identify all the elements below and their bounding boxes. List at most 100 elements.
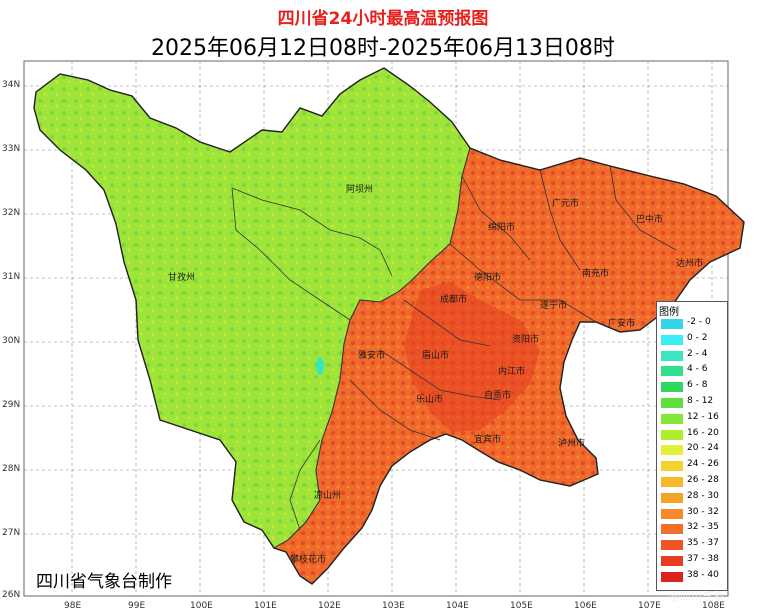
prefecture-boundaries [231,165,677,531]
lat-label: 30N [2,336,21,346]
legend-label: -2 - 0 [687,317,711,327]
city-label-leshan: 乐山市 [416,395,444,405]
city-label-ziyang: 资阳市 [512,335,540,345]
lake-cool-spot [316,357,324,375]
city-label-mianyang: 绵阳市 [488,223,516,233]
city-label-panzhihua: 攀枝花市 [290,555,327,565]
city-label-suining: 遂宁市 [540,301,568,311]
legend-swatch [661,413,683,424]
city-label-nanchong: 南充市 [582,269,610,279]
lon-label: 108E [702,601,725,611]
watermark: @四川气象 [669,590,724,603]
legend-label: 20 - 24 [687,443,719,454]
city-label-neijiang: 内江市 [498,367,526,377]
legend-label: 12 - 16 [687,411,719,422]
lon-label: 106E [574,601,597,611]
legend-label: 16 - 20 [687,427,719,438]
legend-swatch [661,334,683,345]
lat-label: 33N [2,144,21,154]
legend-swatch [661,477,683,487]
city-label-yibin: 宜宾市 [474,435,502,445]
legend-swatch [661,540,683,551]
legend-label: 37 - 38 [687,554,719,564]
legend-item: 12 - 16 [659,412,725,426]
city-label-meishan: 眉山市 [422,351,450,361]
legend-item: 32 - 35 [659,522,725,536]
city-label-deyang: 德阳市 [474,273,502,283]
legend-swatch [661,366,683,377]
lon-label: 105E [510,601,533,611]
lon-label: 104E [446,601,469,611]
city-label-dazhou: 达州市 [676,259,704,269]
lon-label: 102E [318,601,341,611]
legend-swatch [661,445,683,456]
legend-item: 4 - 6 [659,364,725,378]
lat-label: 32N [2,208,21,218]
legend-label: 30 - 32 [687,506,719,517]
city-label-guangan: 广安市 [608,319,636,329]
legend-label: 26 - 28 [687,475,719,485]
legend-swatch [661,492,683,503]
city-label-bazhong: 巴中市 [636,215,664,225]
legend-item: 20 - 24 [659,443,725,457]
legend-swatch [661,350,683,361]
legend-item: 16 - 20 [659,428,725,442]
lat-label: 26N [2,590,21,600]
legend-label: 8 - 12 [687,396,714,406]
legend-swatch [661,571,683,582]
lon-label: 101E [254,601,277,611]
legend-title: 图例 [659,307,679,318]
legend-item: 0 - 2 [659,333,725,347]
legend-item: 6 - 8 [659,380,725,394]
lat-label: 31N [2,272,21,282]
basin-hot-core [404,282,540,432]
legend-swatch [661,556,683,566]
legend-item: 2 - 4 [659,349,725,363]
lon-label: 100E [190,601,213,611]
legend-item: 30 - 32 [659,507,725,521]
city-label-zigong: 自贡市 [484,391,512,401]
lon-label: 107E [638,601,661,611]
legend-label: 38 - 40 [687,569,719,580]
legend-item: 24 - 26 [659,459,725,473]
legend-swatch [661,382,683,393]
city-label-ganzi: 甘孜州 [168,273,196,283]
legend-label: 2 - 4 [687,348,708,359]
legend-label: 32 - 35 [687,522,719,533]
province-outline [33,67,745,585]
lon-label: 99E [128,601,146,611]
city-label-liangshan: 凉山州 [314,491,342,501]
legend-item: 26 - 28 [659,475,725,489]
city-label-aba: 阿坝州 [346,185,374,195]
legend-panel: 图例 -2 - 0 0 - 2 2 - 4 4 - 6 6 - 8 8 - 12 12 - … [656,301,728,591]
legend-label: 0 - 2 [687,332,708,343]
legend-swatch [661,461,683,472]
city-label-chengdu: 成都市 [440,295,468,305]
legend-swatch [661,319,683,329]
legend-label: 28 - 30 [687,490,719,501]
legend-item: 38 - 40 [659,570,725,584]
legend-item: 28 - 30 [659,491,725,505]
legend-item: 37 - 38 [659,554,725,568]
lon-label: 98E [64,601,82,611]
legend-label: 4 - 6 [687,364,708,375]
legend-item: 35 - 37 [659,538,725,552]
legend-label: 6 - 8 [687,380,708,391]
legend-swatch [661,524,683,535]
map-title: 四川省24小时最高温预报图 [277,9,489,29]
lat-label: 29N [2,400,21,410]
city-label-yaan: 雅安市 [358,351,386,361]
lat-label: 28N [2,464,21,474]
lat-label: 34N [2,80,21,90]
map-subtitle: 2025年06月12日08时-2025年06月13日08时 [151,36,615,61]
producer-label: 四川省气象台制作 [36,572,172,592]
legend-item: -2 - 0 [659,317,725,331]
legend-swatch [661,429,683,440]
legend-label: 35 - 37 [687,538,719,549]
legend-swatch [661,508,683,519]
legend-item: 8 - 12 [659,396,725,410]
lon-label: 103E [382,601,405,611]
lat-label: 27N [2,528,21,538]
city-label-luzhou: 泸州市 [558,439,586,449]
